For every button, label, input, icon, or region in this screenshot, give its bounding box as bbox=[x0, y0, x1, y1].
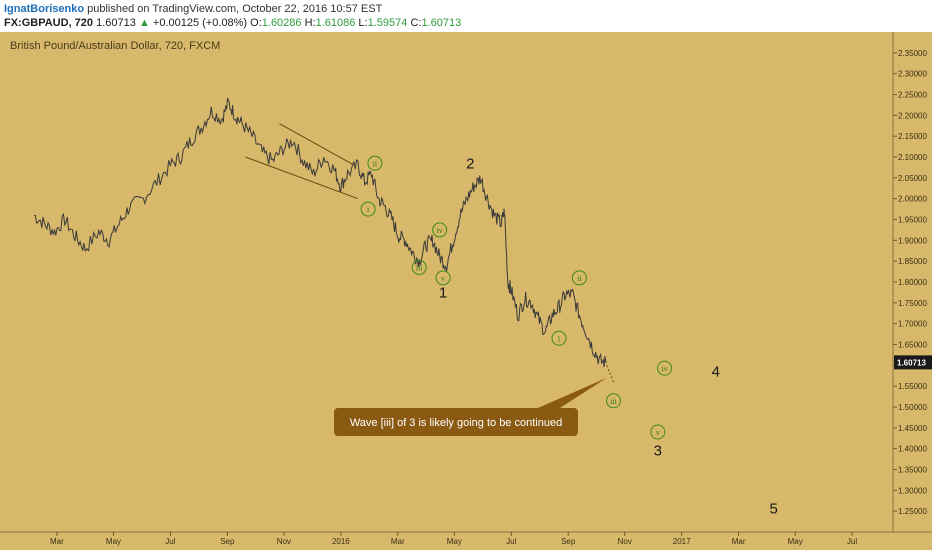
x-tick-label: Jul bbox=[506, 537, 516, 546]
projection-arrow bbox=[606, 365, 614, 383]
x-tick-label: May bbox=[106, 537, 121, 546]
x-tick-label: May bbox=[788, 537, 803, 546]
wave-label-circle bbox=[606, 393, 622, 409]
y-tick-label: 1.55000 bbox=[898, 382, 927, 391]
y-tick-label: 1.30000 bbox=[898, 486, 927, 495]
x-tick-label: 2016 bbox=[332, 537, 350, 546]
price-series-line bbox=[34, 97, 607, 368]
high-value: 1.61086 bbox=[315, 17, 356, 29]
wave-label-major: 1 bbox=[439, 284, 447, 301]
x-tick-label: Mar bbox=[391, 537, 405, 546]
lower-trendline bbox=[245, 156, 359, 200]
x-tick-label: Nov bbox=[618, 537, 632, 546]
wave-label-major: 5 bbox=[770, 501, 778, 518]
up-arrow-icon: ▲ bbox=[138, 17, 150, 29]
x-tick-label: Nov bbox=[277, 537, 291, 546]
upper-trendline bbox=[279, 123, 355, 166]
y-tick-label: 1.95000 bbox=[898, 216, 927, 225]
wave-label-circle bbox=[411, 259, 427, 275]
price-change: +0.00125 (+0.08%) bbox=[152, 17, 248, 29]
wave-label-minor: iii bbox=[416, 263, 423, 272]
x-tick-label: 2017 bbox=[673, 537, 691, 546]
last-price-tag bbox=[894, 355, 932, 370]
x-tick-label: Mar bbox=[50, 537, 64, 546]
wave-label-circle bbox=[657, 360, 673, 376]
y-tick-label: 2.30000 bbox=[898, 70, 927, 79]
chart-title: British Pound/Australian Dollar, 720, FX… bbox=[10, 40, 220, 52]
y-tick-label: 2.10000 bbox=[898, 153, 927, 162]
price-chart[interactable]: British Pound/Australian Dollar, 720, FX… bbox=[0, 32, 932, 550]
wave-label-circle bbox=[650, 424, 666, 440]
y-tick-label: 1.80000 bbox=[898, 278, 927, 287]
last-price-tag-label: 1.60713 bbox=[897, 358, 926, 367]
open-label: O: bbox=[250, 17, 262, 29]
y-tick-label: 2.00000 bbox=[898, 195, 927, 204]
y-tick-label: 2.25000 bbox=[898, 91, 927, 100]
wave-label-minor: v bbox=[656, 428, 660, 437]
quote-line: FX:GBPAUD, 720 1.60713 ▲ +0.00125 (+0.08… bbox=[4, 17, 461, 29]
wave-label-major: 3 bbox=[654, 442, 662, 459]
x-tick-label: May bbox=[447, 537, 462, 546]
x-tick-label: Sep bbox=[220, 537, 235, 546]
wave-label-minor: i bbox=[367, 205, 370, 214]
wave-label-minor: iv bbox=[662, 364, 668, 373]
wave-label-major: 2 bbox=[466, 155, 474, 172]
wave-label-circle bbox=[435, 270, 451, 286]
y-tick-label: 1.25000 bbox=[898, 507, 927, 516]
wave-label-major: 4 bbox=[712, 364, 720, 381]
time-axis[interactable] bbox=[0, 532, 932, 550]
x-tick-label: Mar bbox=[732, 537, 746, 546]
wave-label-circle bbox=[571, 270, 587, 286]
y-tick-label: 1.70000 bbox=[898, 320, 927, 329]
y-tick-label: 2.35000 bbox=[898, 49, 927, 58]
y-tick-label: 1.40000 bbox=[898, 445, 927, 454]
wave-label-circle bbox=[367, 155, 383, 171]
x-tick-label: Jul bbox=[847, 537, 857, 546]
wave-label-minor: i bbox=[558, 334, 561, 343]
wave-label-minor: v bbox=[441, 274, 445, 283]
low-label: L: bbox=[358, 17, 368, 29]
open-value: 1.60286 bbox=[261, 17, 302, 29]
author-link[interactable]: IgnatBorisenko bbox=[4, 3, 85, 15]
y-tick-label: 1.85000 bbox=[898, 257, 927, 266]
callout-pointer bbox=[538, 377, 607, 408]
y-tick-label: 1.90000 bbox=[898, 236, 927, 245]
wave-label-circle bbox=[360, 201, 376, 217]
y-tick-label: 2.15000 bbox=[898, 132, 927, 141]
low-value: 1.59574 bbox=[367, 17, 408, 29]
wave-label-minor: ii bbox=[577, 274, 582, 283]
y-tick-label: 1.75000 bbox=[898, 299, 927, 308]
y-tick-label: 2.20000 bbox=[898, 111, 927, 120]
wave-label-circle bbox=[551, 330, 567, 346]
close-value: 1.60713 bbox=[421, 17, 462, 29]
wave-label-minor: ii bbox=[373, 159, 378, 168]
symbol-label: FX:GBPAUD, 720 bbox=[4, 17, 94, 29]
last-price: 1.60713 bbox=[96, 17, 136, 29]
publish-info: IgnatBorisenko published on TradingView.… bbox=[4, 3, 382, 15]
plot-area[interactable] bbox=[0, 32, 893, 532]
y-tick-label: 1.50000 bbox=[898, 403, 927, 412]
wave-label-minor: iv bbox=[437, 226, 443, 235]
callout-box bbox=[334, 408, 578, 436]
high-label: H: bbox=[304, 17, 316, 29]
y-tick-label: 1.65000 bbox=[898, 341, 927, 350]
callout-text: Wave [iii] of 3 is likely going to be co… bbox=[350, 417, 562, 429]
wave-label-circle bbox=[432, 222, 448, 238]
x-tick-label: Sep bbox=[561, 537, 576, 546]
wave-label-minor: iii bbox=[610, 397, 617, 406]
close-label: C: bbox=[410, 17, 422, 29]
y-tick-label: 1.45000 bbox=[898, 424, 927, 433]
y-tick-label: 1.35000 bbox=[898, 466, 927, 475]
publish-text: published on TradingView.com, October 22… bbox=[84, 3, 383, 15]
x-tick-label: Jul bbox=[165, 537, 175, 546]
y-tick-label: 2.05000 bbox=[898, 174, 927, 183]
price-axis[interactable] bbox=[893, 32, 932, 532]
